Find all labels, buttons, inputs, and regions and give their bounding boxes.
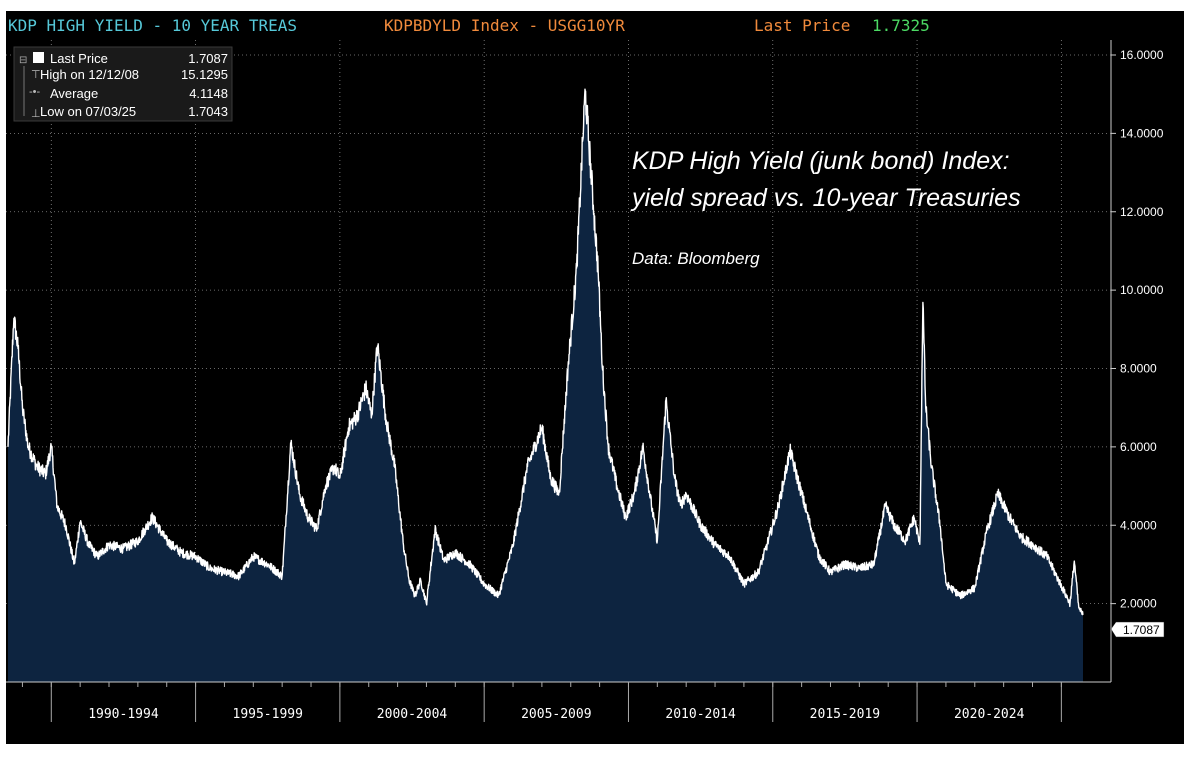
y-tick-label: 16.0000 (1120, 48, 1164, 62)
chart-header-last-label: Last Price (754, 16, 850, 35)
legend-collapse-icon: ⊟ (19, 55, 27, 66)
legend-average-icon: -•- (29, 86, 41, 98)
y-tick-label: 12.0000 (1120, 205, 1164, 219)
legend-row-value: 15.1295 (181, 67, 228, 82)
legend-background (13, 46, 233, 122)
y-tick-label: 6.0000 (1120, 440, 1157, 454)
last-value-marker: 1.7087 (1110, 621, 1165, 638)
legend-swatch-icon (33, 52, 44, 63)
x-tick-label: 2005-2009 (521, 707, 591, 722)
y-tick-label: 2.0000 (1120, 597, 1157, 611)
legend-high-icon: ⊤ (31, 69, 41, 81)
legend: ⊟ ⊤ -•- ⊥ Last Price 1.7087 High on 12/1… (13, 46, 233, 122)
annotation-source: Data: Bloomberg (632, 249, 760, 268)
y-tick-label: 8.0000 (1120, 362, 1157, 376)
x-tick-label: 2020-2024 (954, 707, 1025, 722)
y-tick-label: 10.0000 (1120, 283, 1164, 297)
x-axis-ticks: 1990-1994 1995-1999 2000-2004 2005-2009 2010… (21, 682, 1062, 722)
chart-header-title: KDP HIGH YIELD - 10 YEAR TREAS (8, 16, 297, 35)
y-tick-label: 4.0000 (1120, 518, 1157, 532)
y-tick-label: 14.0000 (1120, 126, 1164, 140)
legend-row-value: 4.1148 (189, 86, 228, 101)
x-tick-label: 2000-2004 (377, 707, 448, 722)
legend-row-label: Last Price (50, 51, 108, 66)
last-value-marker-text: 1.7087 (1123, 623, 1160, 637)
annotation-line-2: yield spread vs. 10-year Treasuries (630, 184, 1021, 212)
legend-row-value: 1.7087 (188, 51, 228, 66)
chart-header-last-value: 1.7325 (872, 16, 930, 35)
x-tick-label: 1990-1994 (88, 707, 159, 722)
chart-header-ticker: KDPBDYLD Index - USGG10YR (384, 16, 625, 35)
legend-row-value: 1.7043 (188, 104, 228, 119)
annotation-line-1: KDP High Yield (junk bond) Index: (632, 147, 1010, 175)
x-tick-label: 1995-1999 (233, 707, 303, 722)
legend-row-label: Average (50, 86, 98, 101)
y-axis-ticks: 2.0000 4.0000 6.0000 8.0000 10.0000 12.0000 14… (1111, 48, 1164, 611)
x-tick-label: 2015-2019 (810, 707, 880, 722)
series-area (8, 89, 1083, 682)
legend-row-label: High on 12/12/08 (40, 67, 139, 82)
legend-low-icon: ⊥ (31, 108, 41, 120)
x-tick-label: 2010-2014 (665, 707, 736, 722)
series-line (7, 88, 1084, 616)
legend-row-label: Low on 07/03/25 (40, 104, 136, 119)
